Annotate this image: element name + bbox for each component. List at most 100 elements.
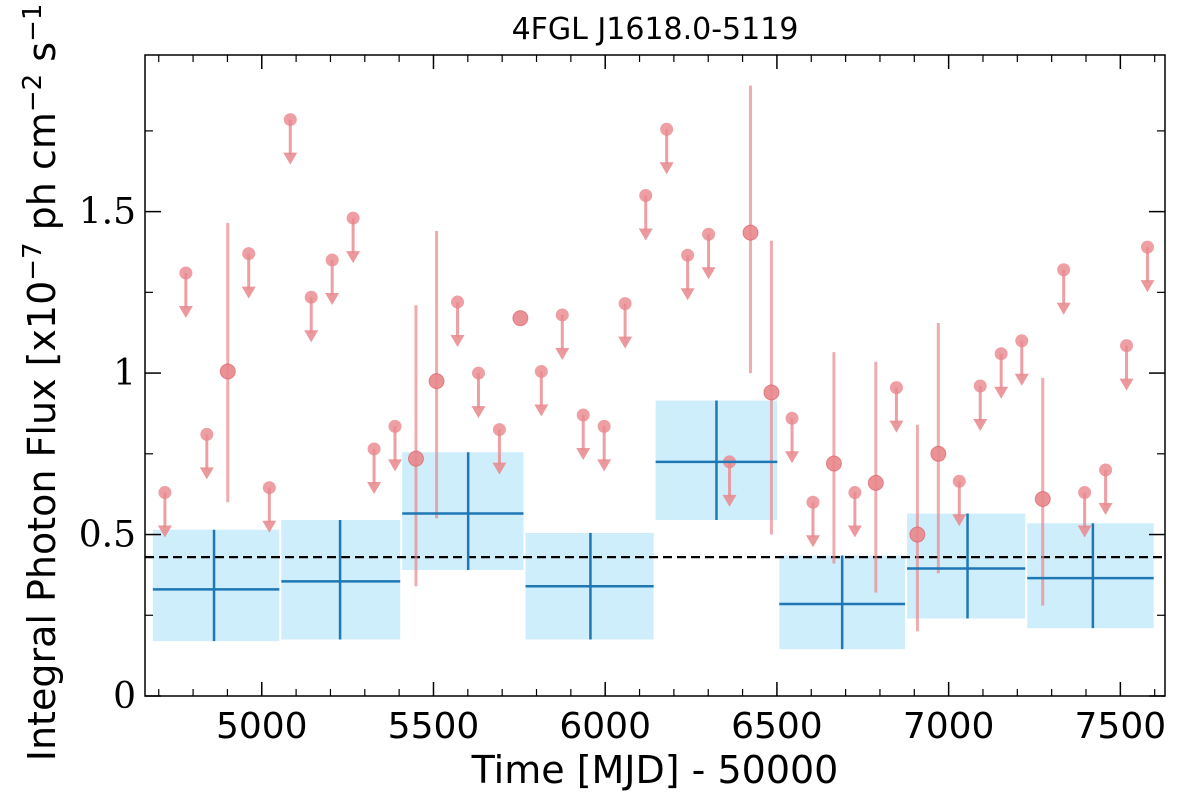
upper-limit-arrow-head (785, 451, 800, 464)
upper-limit-arrow-head (555, 347, 570, 360)
upper-limit-arrow-head (680, 288, 695, 301)
upper-limit-point (158, 486, 172, 500)
bin-error-box (402, 452, 524, 571)
upper-limit-point (492, 423, 506, 437)
upper-limit-arrow-head (346, 251, 361, 264)
detection-point (930, 445, 947, 462)
upper-limit-arrow-head (325, 293, 340, 306)
y-axis-title-exp: −1 (18, 4, 48, 42)
upper-limit-arrow-head (450, 335, 465, 348)
upper-limit-point (1015, 334, 1029, 348)
upper-limit-point (681, 248, 695, 262)
upper-limit-point (848, 486, 862, 500)
detection-point (512, 310, 529, 327)
upper-limit-point (346, 211, 360, 225)
upper-limit-arrow-head (304, 330, 319, 343)
upper-limit-arrow-head (597, 459, 612, 472)
upper-limit-arrow-head (1014, 373, 1029, 386)
y-axis-title-exp: −7 (18, 242, 48, 280)
upper-limit-point (388, 419, 402, 433)
bin-error-box (907, 513, 1026, 619)
upper-limit-point (534, 364, 548, 378)
upper-limit-arrow-head (178, 305, 193, 318)
x-tick-label: 6000 (559, 706, 651, 747)
upper-limit-arrow-head (388, 459, 403, 472)
y-tick-label: 1.5 (79, 192, 136, 233)
upper-limit-point (1078, 486, 1092, 500)
upper-limit-arrow-head (534, 404, 549, 417)
upper-limit-point (325, 253, 339, 267)
upper-limit-arrow-head (952, 514, 967, 527)
upper-limit-point (785, 411, 799, 425)
upper-limit-point (973, 379, 987, 393)
upper-limit-arrow-head (1077, 525, 1092, 538)
upper-limit-point (304, 290, 318, 304)
upper-limit-arrow-head (492, 462, 507, 475)
upper-limit-point (262, 481, 276, 495)
upper-limit-point (283, 113, 297, 127)
upper-limit-arrow-head (722, 494, 737, 507)
detection-point (742, 224, 759, 241)
upper-limit-arrow-head (618, 336, 633, 349)
upper-limit-point (1057, 263, 1071, 277)
x-tick-label: 5500 (388, 706, 480, 747)
upper-limit-point (1099, 463, 1113, 477)
upper-limit-arrow-head (973, 418, 988, 431)
x-axis-title: Time [MJD] - 50000 (471, 748, 839, 792)
upper-limit-point (952, 474, 966, 488)
upper-limit-arrow-head (701, 267, 716, 280)
y-axis-title-part: ] (20, 0, 64, 4)
x-tick-label: 5000 (216, 706, 308, 747)
upper-limit-point (597, 419, 611, 433)
upper-limit-arrow-head (576, 448, 591, 461)
upper-limit-arrow-head (889, 420, 904, 433)
upper-limit-arrow-head (1098, 502, 1113, 515)
upper-limit-point (179, 266, 193, 280)
upper-limit-point (471, 366, 485, 380)
upper-limit-point (367, 442, 381, 456)
detection-point (909, 526, 926, 543)
x-tick-label: 6500 (731, 706, 823, 747)
x-tick-label: 7500 (1075, 706, 1167, 747)
upper-limit-arrow-head (471, 406, 486, 419)
bin-error-box (152, 529, 280, 642)
upper-limit-arrow-head (262, 520, 277, 533)
upper-limit-point (1120, 339, 1134, 353)
y-tick-label: 0.5 (79, 515, 136, 556)
chart-title: 4FGL J1618.0-5119 (512, 12, 799, 47)
upper-limit-point (200, 427, 214, 441)
detection-point (825, 455, 842, 472)
upper-limit-point (451, 295, 465, 309)
y-axis-title-part: ph cm (20, 112, 64, 242)
detection-point (867, 474, 884, 491)
upper-limit-point (555, 308, 569, 322)
upper-limit-arrow-head (847, 525, 862, 538)
x-tick-label: 7000 (903, 706, 995, 747)
upper-limit-arrow-head (283, 152, 298, 165)
upper-limit-arrow-head (659, 162, 674, 175)
y-tick-label: 1 (113, 353, 136, 394)
detection-point (428, 373, 445, 390)
upper-limit-arrow-head (1119, 378, 1134, 391)
upper-limit-point (618, 297, 632, 311)
detection-point (763, 384, 780, 401)
upper-limit-point (889, 381, 903, 395)
upper-limit-point (660, 122, 674, 136)
y-axis-title-part: s (20, 42, 64, 74)
upper-limit-arrow-head (367, 481, 382, 494)
bin-error-box (1027, 523, 1154, 629)
upper-limit-arrow-head (638, 228, 653, 241)
upper-limit-point (1140, 240, 1154, 254)
upper-limit-arrow-head (994, 386, 1009, 399)
upper-limit-arrow-head (199, 467, 214, 480)
upper-limit-point (639, 188, 653, 202)
upper-limit-arrow-head (1056, 302, 1071, 315)
upper-limit-arrow-head (1140, 280, 1155, 293)
upper-limit-arrow-head (157, 525, 172, 538)
plot-frame (144, 54, 1166, 697)
plot-area (145, 85, 1165, 650)
detection-point (407, 450, 424, 467)
upper-limit-point (576, 408, 590, 422)
upper-limit-point (702, 227, 716, 241)
